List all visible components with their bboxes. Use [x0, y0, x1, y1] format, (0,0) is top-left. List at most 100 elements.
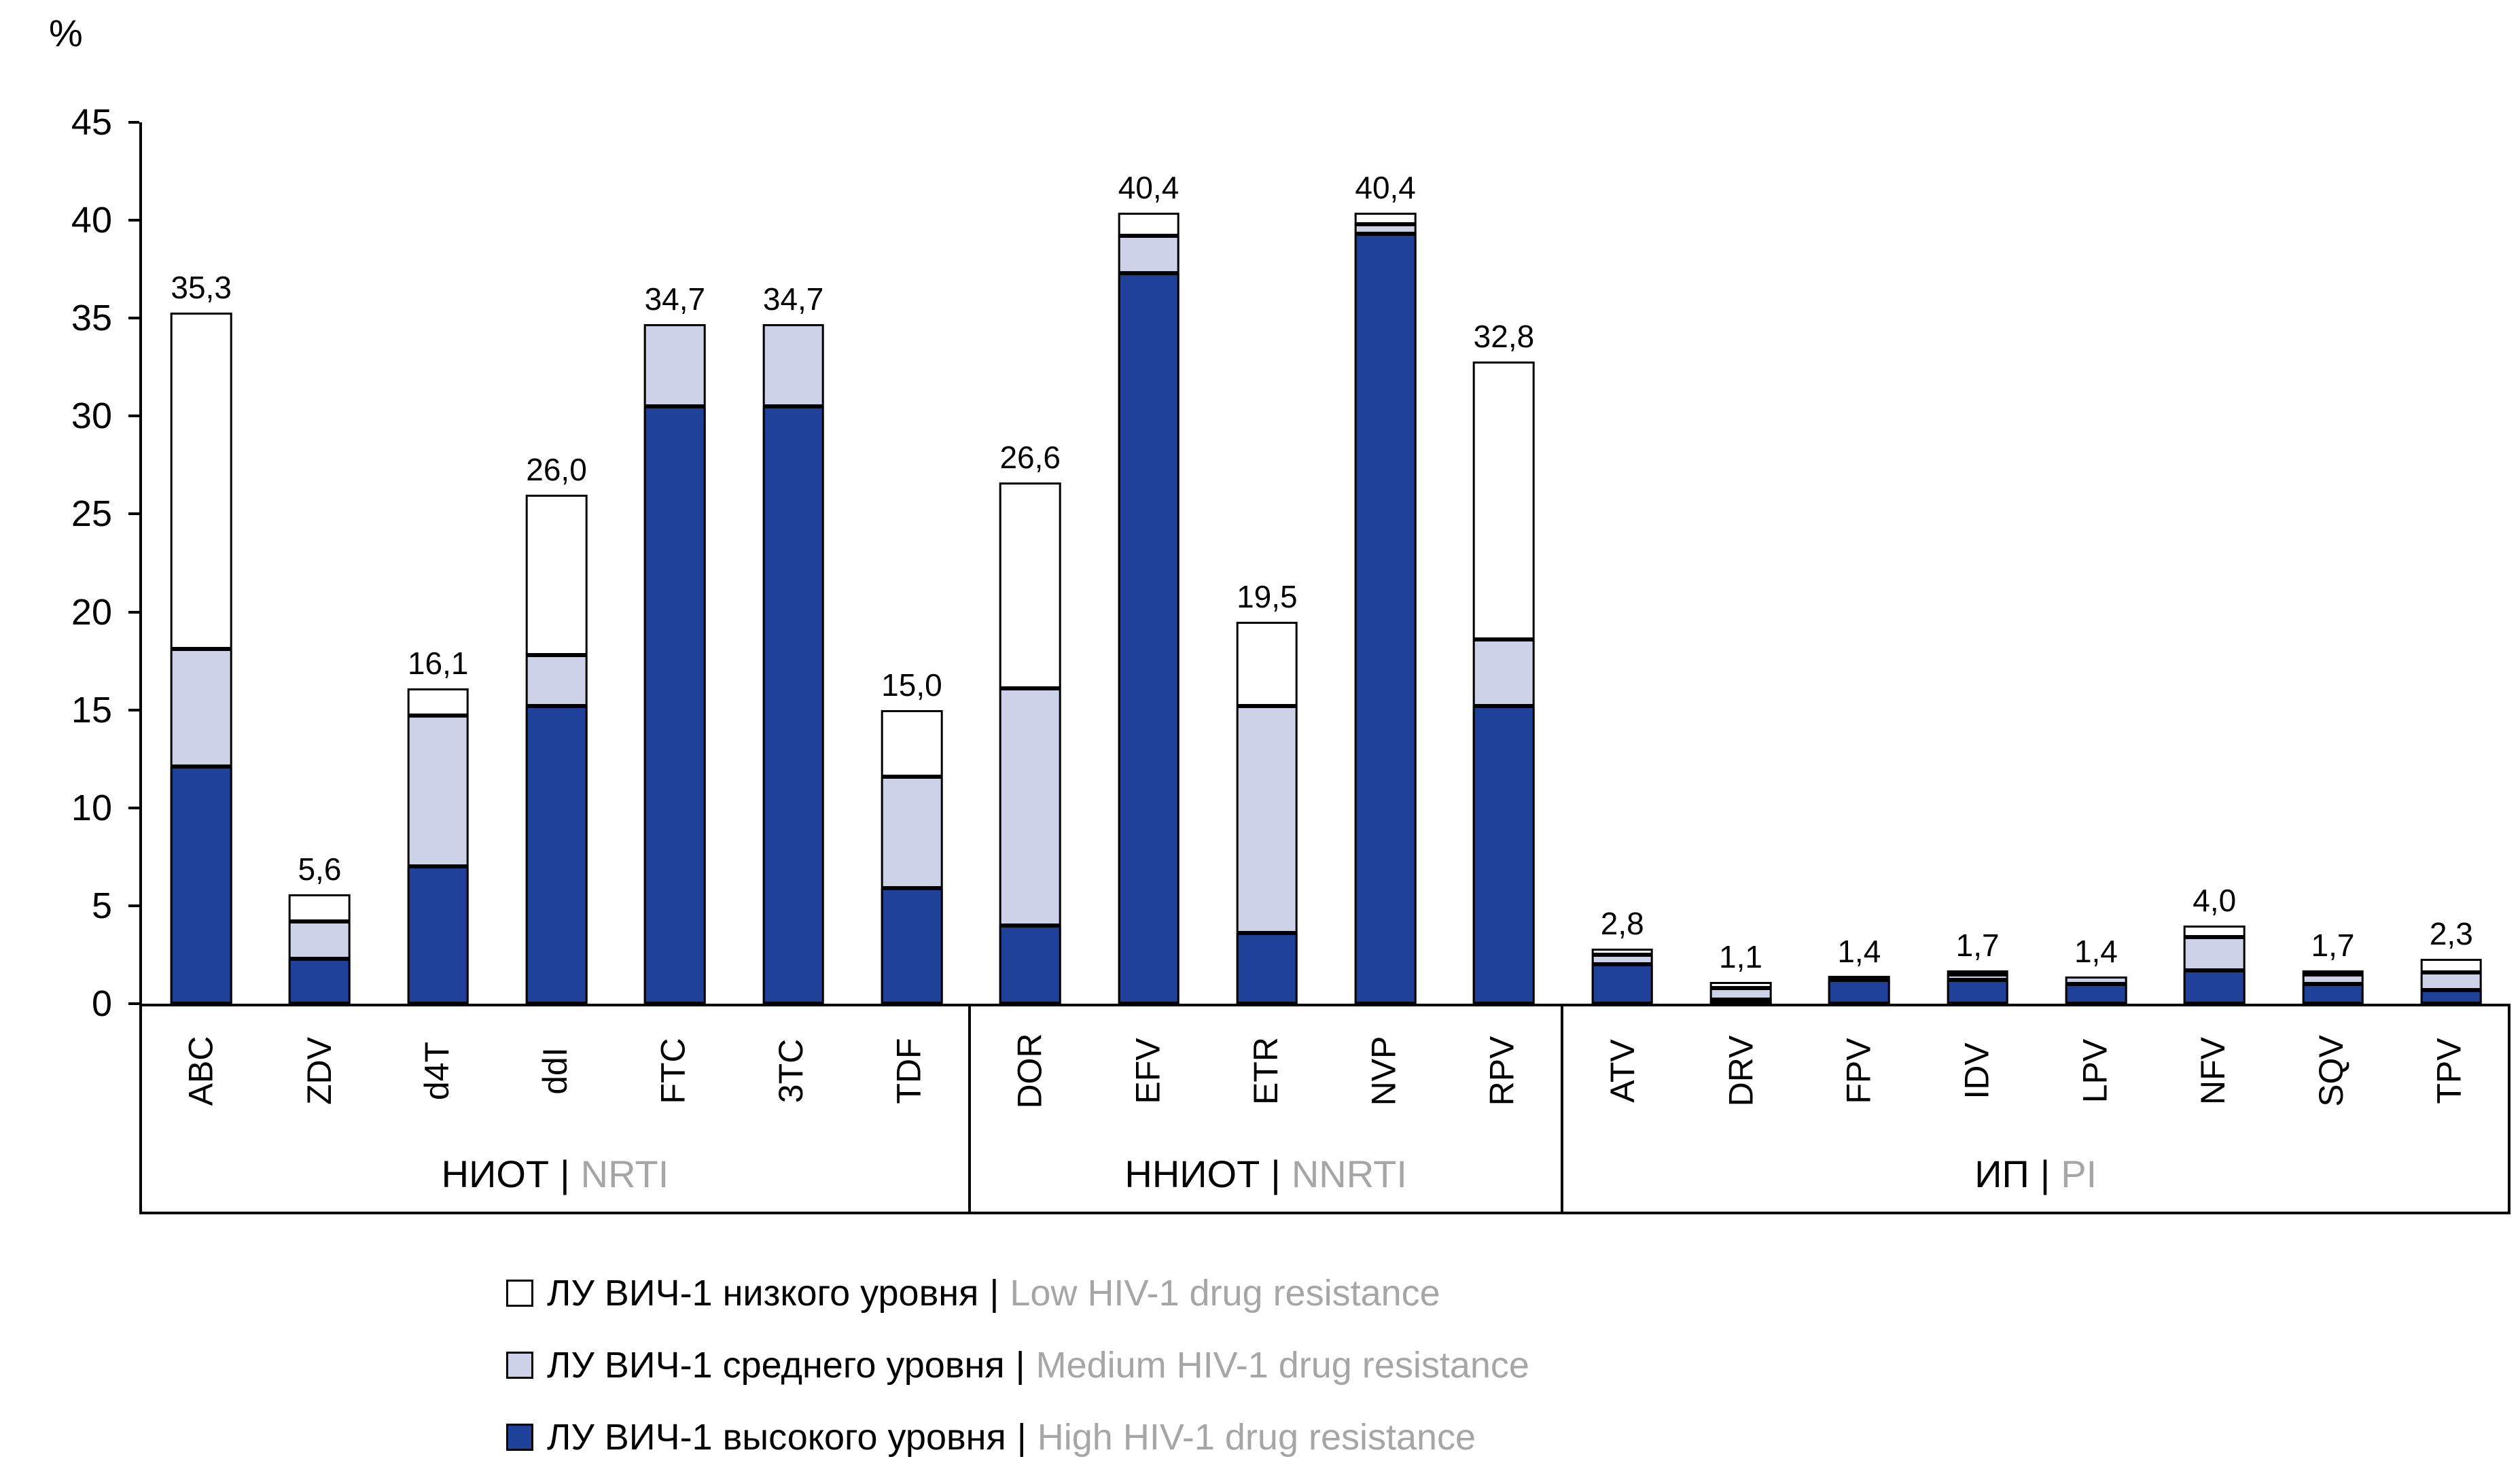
bar-slot: 40,4	[1089, 122, 1207, 1004]
bar-slot: 26,0	[497, 122, 616, 1004]
bar-value-label: 40,4	[1118, 169, 1179, 205]
bar-slot: 1,7	[2273, 122, 2392, 1004]
group-label-en: PI	[2061, 1152, 2097, 1195]
y-tick-mark	[128, 512, 139, 516]
x-label-LPV: LPV	[2036, 1006, 2154, 1136]
x-label-text: ZDV	[300, 1037, 338, 1105]
x-label-NFV: NFV	[2154, 1006, 2272, 1136]
bar-segment-low	[999, 482, 1061, 688]
bar-LPV	[2065, 976, 2127, 1004]
bar-DRV	[1709, 982, 1772, 1004]
legend-swatch-high	[506, 1424, 533, 1451]
group-label: НИОТ | NRTI	[142, 1136, 968, 1212]
group-label-separator: |	[560, 1152, 570, 1195]
bar-value-label: 32,8	[1473, 318, 1535, 354]
y-tick-label: 45	[71, 102, 112, 143]
bar-slot: 40,4	[1326, 122, 1444, 1004]
bar-segment-low	[1354, 212, 1417, 224]
bar-segment-high	[1236, 933, 1298, 1004]
y-tick-mark	[128, 806, 139, 809]
bar-segment-low	[2183, 925, 2246, 938]
bar-DOR	[999, 482, 1061, 1004]
x-label-text: TPV	[2430, 1038, 2468, 1104]
bar-segment-medium	[2065, 976, 2127, 985]
bar-segment-medium	[1709, 987, 1772, 1000]
bar-segment-low	[1709, 982, 1772, 988]
bar-segment-low	[407, 688, 469, 716]
bar-segment-low	[1947, 970, 2008, 974]
legend-item-medium: ЛУ ВИЧ-1 среднего уровня | Medium HIV-1 dr…	[506, 1344, 1529, 1386]
bar-ETR	[1236, 622, 1298, 1004]
bar-segment-high	[2183, 970, 2246, 1004]
x-label-text: TDF	[890, 1038, 929, 1104]
bar-value-label: 34,7	[762, 281, 824, 317]
bar-FPV	[1828, 976, 1890, 1004]
bar-segment-medium	[1828, 976, 1890, 981]
legend: ЛУ ВИЧ-1 низкого уровня | Low HIV-1 drug r…	[506, 1272, 1529, 1458]
legend-label-en: High HIV-1 drug resistance	[1037, 1417, 1476, 1458]
x-label-text: LPV	[2076, 1038, 2114, 1104]
y-tick-label: 30	[71, 395, 112, 437]
bar-ddI	[525, 494, 588, 1004]
legend-label-en: Medium HIV-1 drug resistance	[1035, 1345, 1529, 1386]
group-label-separator: |	[2040, 1152, 2051, 1195]
bar-segment-medium	[1354, 224, 1417, 234]
legend-label-ru: ЛУ ВИЧ-1 среднего уровня	[547, 1345, 1005, 1386]
x-label-text: ABC	[181, 1036, 220, 1106]
bar-segment-high	[1828, 980, 1890, 1004]
bar-RPV	[1473, 361, 1535, 1004]
x-label-FPV: FPV	[1800, 1006, 1918, 1136]
bar-segment-high	[1473, 705, 1535, 1004]
bar-FTC	[644, 323, 706, 1004]
x-label-text: RPV	[1483, 1036, 1521, 1106]
bar-segment-medium	[2302, 974, 2364, 985]
bar-slot: 15,0	[853, 122, 971, 1004]
x-label-text: DOR	[1010, 1033, 1049, 1109]
bar-value-label: 40,4	[1355, 169, 1416, 205]
x-label-TDF: TDF	[850, 1006, 968, 1136]
x-label-d4T: d4T	[378, 1006, 496, 1136]
bar-segment-medium	[1118, 236, 1179, 273]
legend-label-separator: |	[989, 1273, 999, 1314]
plot-area: 35,3 5,6 16,1 26,0 34,7 34,7 15,0 26,6 40,4 19,5 4…	[139, 122, 2510, 1006]
bar-slot: 1,4	[2037, 122, 2155, 1004]
bar-segment-medium	[407, 716, 469, 867]
legend-item-high: ЛУ ВИЧ-1 высокого уровня | High HIV-1 drug…	[506, 1416, 1529, 1458]
bar-segment-high	[525, 705, 588, 1004]
bar-segment-medium	[1947, 974, 2008, 981]
category-group: ATV DRV FPV IDV LPV NFV SQV TPV ИП | PI	[1563, 1006, 2508, 1212]
y-tick-mark	[128, 219, 139, 222]
bar-NVP	[1354, 212, 1417, 1004]
x-label-IDV: IDV	[1918, 1006, 2036, 1136]
bar-ZDV	[289, 894, 351, 1004]
x-label-text: NVP	[1364, 1036, 1403, 1106]
bar-slot: 5,6	[260, 122, 378, 1004]
drug-label-row: DOR EFV ETR NVP RPV	[971, 1006, 1561, 1136]
bar-slot: 34,7	[616, 122, 734, 1004]
category-axis: ABC ZDV d4T ddI FTC 3TC TDF НИОТ | NRTI DOR EFV ETR N…	[139, 1006, 2510, 1214]
bar-segment-low	[1591, 949, 1654, 955]
x-label-text: SQV	[2311, 1035, 2350, 1107]
x-label-DRV: DRV	[1682, 1006, 1800, 1136]
x-label-text: 3TC	[772, 1038, 811, 1104]
bar-EFV	[1118, 212, 1179, 1004]
y-tick-label: 35	[71, 298, 112, 339]
x-label-TPV: TPV	[2390, 1006, 2508, 1136]
x-label-text: FPV	[1839, 1038, 1878, 1104]
bar-segment-high	[1709, 1000, 1772, 1004]
bar-segment-low	[1236, 622, 1298, 706]
bar-value-label: 1,7	[1955, 928, 2000, 964]
y-axis-title: %	[49, 12, 83, 54]
bar-value-label: 26,0	[526, 451, 587, 487]
bar-segment-high	[999, 925, 1061, 1004]
drug-label-row: ABC ZDV d4T ddI FTC 3TC TDF	[142, 1006, 968, 1136]
bar-slot: 2,8	[1563, 122, 1682, 1004]
y-tick-label: 15	[71, 689, 112, 731]
group-label-ru: ИП	[1974, 1152, 2029, 1195]
bar-value-label: 1,1	[1719, 939, 1763, 975]
group-label: ННИОТ | NNRTI	[971, 1136, 1561, 1212]
legend-swatch-low	[506, 1280, 533, 1307]
bar-segment-high	[881, 887, 943, 1004]
bar-segment-medium	[170, 649, 232, 767]
bar-value-label: 1,7	[2311, 928, 2355, 964]
